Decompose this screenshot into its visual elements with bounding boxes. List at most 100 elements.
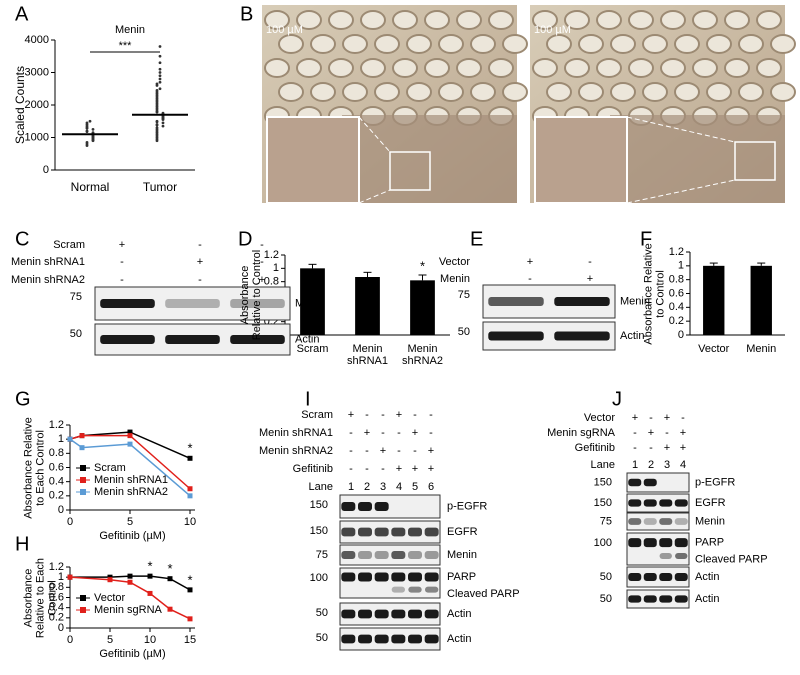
band-label: Actin <box>695 593 719 605</box>
blot-band <box>408 609 422 619</box>
crypt <box>406 34 432 54</box>
crypt <box>488 10 514 30</box>
blot-band <box>358 572 372 582</box>
data-point <box>155 120 159 124</box>
crypt <box>374 34 400 54</box>
blot-band <box>659 553 672 560</box>
chart-title: Menin <box>115 24 145 36</box>
condition-sign: + <box>664 442 670 454</box>
crypt <box>610 34 636 54</box>
blot-band <box>424 609 439 619</box>
panel-label: D <box>238 228 252 250</box>
crypt <box>738 82 764 102</box>
condition-sign: - <box>665 427 669 439</box>
blot-band <box>341 634 356 644</box>
data-point <box>67 436 73 442</box>
condition-sign: + <box>364 427 370 439</box>
blot-band <box>391 527 406 537</box>
blot-band <box>100 335 155 344</box>
blot-band <box>374 527 389 537</box>
data-point <box>127 579 133 585</box>
data-point <box>155 84 159 87</box>
condition-sign: + <box>396 409 402 421</box>
panel-label: H <box>15 533 29 555</box>
inset-source <box>734 141 776 181</box>
blot-band <box>341 551 356 559</box>
significance: * <box>187 572 192 587</box>
bar <box>750 265 772 335</box>
crypt <box>438 34 464 54</box>
band-label: Menin <box>447 549 477 561</box>
crypt <box>424 10 450 30</box>
y-tick-label: 0.6 <box>49 461 64 473</box>
bar <box>355 277 380 335</box>
y-tick-label: 0.2 <box>669 315 684 327</box>
crypt <box>642 82 668 102</box>
crypt <box>610 82 636 102</box>
condition-sign: + <box>664 412 670 424</box>
data-point <box>91 127 95 131</box>
y-axis-label: Scaled Counts <box>13 65 27 145</box>
series-line <box>70 575 191 591</box>
mw-marker: 150 <box>594 476 612 488</box>
blot-band <box>230 299 285 308</box>
mw-marker: 75 <box>316 549 328 561</box>
crypt <box>360 58 386 78</box>
data-point <box>127 433 133 439</box>
y-tick-label: 1.2 <box>49 419 64 431</box>
band-label: Actin <box>447 608 471 620</box>
x-tick-label: 15 <box>184 634 196 646</box>
y-tick-label: 0.8 <box>49 581 64 593</box>
blot-band <box>659 538 673 548</box>
x-tick-label: Normal <box>71 180 110 194</box>
condition-label: Menin shRNA1 <box>11 256 85 268</box>
condition-sign: + <box>396 463 402 475</box>
condition-sign: - <box>349 445 353 457</box>
condition-sign: + <box>587 273 593 285</box>
condition-label: Scram <box>301 409 333 421</box>
crypt <box>374 82 400 102</box>
lane-label: Lane <box>309 481 333 493</box>
blot-band <box>643 499 657 507</box>
mw-marker: 50 <box>600 593 612 605</box>
mw-marker: 100 <box>594 537 612 549</box>
lane-number: 2 <box>364 481 370 493</box>
blot-band <box>674 499 688 507</box>
condition-sign: + <box>680 442 686 454</box>
data-point <box>158 54 162 58</box>
condition-sign: - <box>198 274 202 286</box>
blot-band <box>628 518 642 525</box>
condition-sign: - <box>649 442 653 454</box>
panel-label: E <box>470 228 483 250</box>
crypt <box>756 58 782 78</box>
x-tick-label: 10 <box>144 634 156 646</box>
inset-link <box>358 189 391 204</box>
y-tick-label: 1 <box>58 433 64 445</box>
crypt <box>328 58 354 78</box>
x-tick-label: Menin shRNA2 <box>402 343 443 367</box>
crypt <box>502 34 528 54</box>
significance: * <box>167 561 172 576</box>
mw-marker: 50 <box>600 571 612 583</box>
mw-marker: 100 <box>310 572 328 584</box>
blot-band <box>391 551 406 559</box>
blot-band <box>165 299 220 308</box>
blot-band <box>341 502 356 511</box>
condition-sign: + <box>680 427 686 439</box>
data-point <box>85 144 89 148</box>
lane-number: 1 <box>348 481 354 493</box>
blot-band <box>358 527 372 537</box>
x-tick-label: 5 <box>127 516 133 528</box>
condition-sign: - <box>349 463 353 475</box>
y-tick-label: 3000 <box>25 66 49 78</box>
data-point <box>107 577 113 583</box>
lane-label: Lane <box>591 459 615 471</box>
crypt <box>692 10 718 30</box>
series-line <box>69 434 191 490</box>
band-label: EGFR <box>447 526 478 538</box>
mw-marker: 75 <box>70 291 82 303</box>
band-label: Menin <box>620 295 650 307</box>
micrographs <box>262 5 796 204</box>
x-tick-label: Tumor <box>143 180 177 194</box>
condition-label: Gefitinib <box>575 442 615 454</box>
